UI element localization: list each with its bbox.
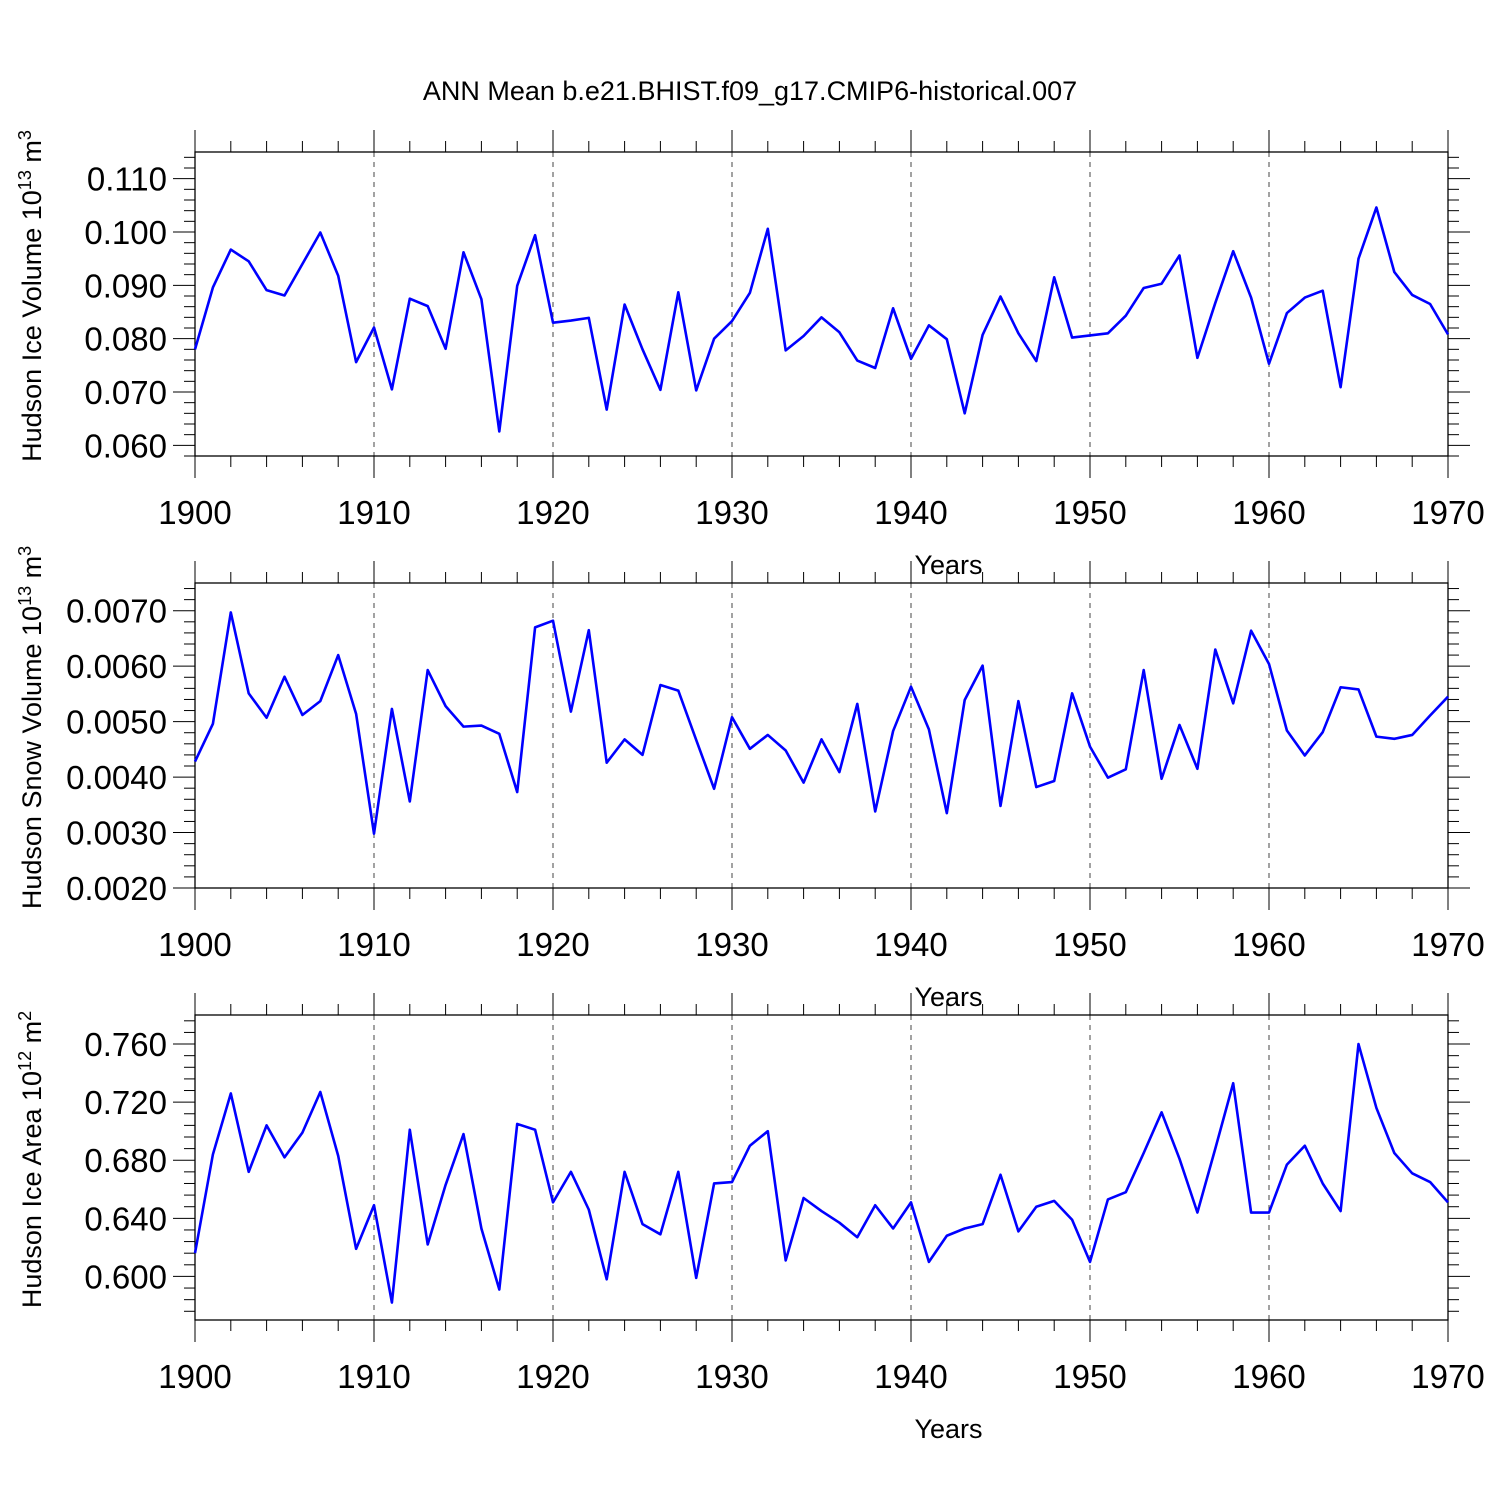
y-tick-label: 0.0030 <box>66 815 167 852</box>
y-tick-label: 0.090 <box>84 267 167 304</box>
y-tick-label: 0.070 <box>84 374 167 411</box>
y-tick-label: 0.0050 <box>66 704 167 741</box>
x-axis-title: Years <box>914 550 982 580</box>
x-tick-label: 1970 <box>1411 494 1484 531</box>
y-tick-label: 0.0020 <box>66 870 167 907</box>
x-axis-title: Years <box>914 982 982 1012</box>
y-tick-label: 0.680 <box>84 1142 167 1179</box>
x-tick-label: 1910 <box>337 1358 410 1395</box>
chart-panel-1: 1900 1910 1920 1930 1940 1950 1960 1970 0.060 0.0… <box>15 130 1485 580</box>
y-tick-label: 0.110 <box>87 161 167 198</box>
y-axis-title: Hudson Snow Volume 1013 m3 <box>15 546 47 909</box>
x-tick-label: 1910 <box>337 926 410 963</box>
x-tick-label: 1950 <box>1053 926 1126 963</box>
y-tick-label: 0.0060 <box>66 648 167 685</box>
y-tick-label: 0.720 <box>84 1084 167 1121</box>
x-tick-label: 1960 <box>1232 1358 1305 1395</box>
x-tick-label: 1930 <box>695 926 768 963</box>
x-tick-label: 1930 <box>695 494 768 531</box>
data-series-line <box>193 206 1450 433</box>
x-tick-label: 1930 <box>695 1358 768 1395</box>
x-tick-label: 1940 <box>874 494 947 531</box>
x-tick-label: 1920 <box>516 1358 589 1395</box>
plot-frame <box>194 1014 1449 1321</box>
x-tick-label: 1900 <box>158 1358 231 1395</box>
x-tick-label: 1940 <box>874 926 947 963</box>
y-tick-label: 0.060 <box>84 427 167 464</box>
x-tick-label: 1940 <box>874 1358 947 1395</box>
x-tick-label: 1970 <box>1411 926 1484 963</box>
y-tick-label: 0.640 <box>84 1200 167 1237</box>
y-tick-label: 0.0040 <box>66 759 167 796</box>
plot-frame <box>194 582 1449 889</box>
x-tick-label: 1950 <box>1053 1358 1126 1395</box>
data-series-line <box>193 611 1449 835</box>
x-tick-label: 1920 <box>516 926 589 963</box>
plot-frame <box>194 151 1449 457</box>
chart-panel-2: 1900 1910 1920 1930 1940 1950 1960 1970 0.0020 0.… <box>15 546 1485 1012</box>
x-tick-label: 1950 <box>1053 494 1126 531</box>
y-axis-title: Hudson Ice Volume 1013 m3 <box>15 130 47 462</box>
data-series-line <box>193 1042 1449 1304</box>
x-tick-label: 1900 <box>158 494 231 531</box>
x-tick-label: 1900 <box>158 926 231 963</box>
y-tick-label: 0.760 <box>84 1026 167 1063</box>
y-tick-label: 0.0070 <box>66 593 167 630</box>
x-axis-title: Years <box>914 1414 982 1444</box>
chart-panel-3: 1900 1910 1920 1930 1940 1950 1960 1970 0.600 0.6… <box>15 993 1485 1444</box>
y-tick-label: 0.600 <box>84 1258 167 1295</box>
y-axis-title: Hudson Ice Area 1012 m2 <box>15 1011 47 1308</box>
y-tick-label: 0.100 <box>84 214 167 251</box>
x-tick-label: 1960 <box>1232 494 1305 531</box>
x-tick-label: 1960 <box>1232 926 1305 963</box>
x-tick-label: 1910 <box>337 494 410 531</box>
chart-title: ANN Mean b.e21.BHIST.f09_g17.CMIP6-histo… <box>422 76 1078 106</box>
y-tick-label: 0.080 <box>84 321 167 358</box>
x-tick-label: 1970 <box>1411 1358 1484 1395</box>
x-tick-label: 1920 <box>516 494 589 531</box>
